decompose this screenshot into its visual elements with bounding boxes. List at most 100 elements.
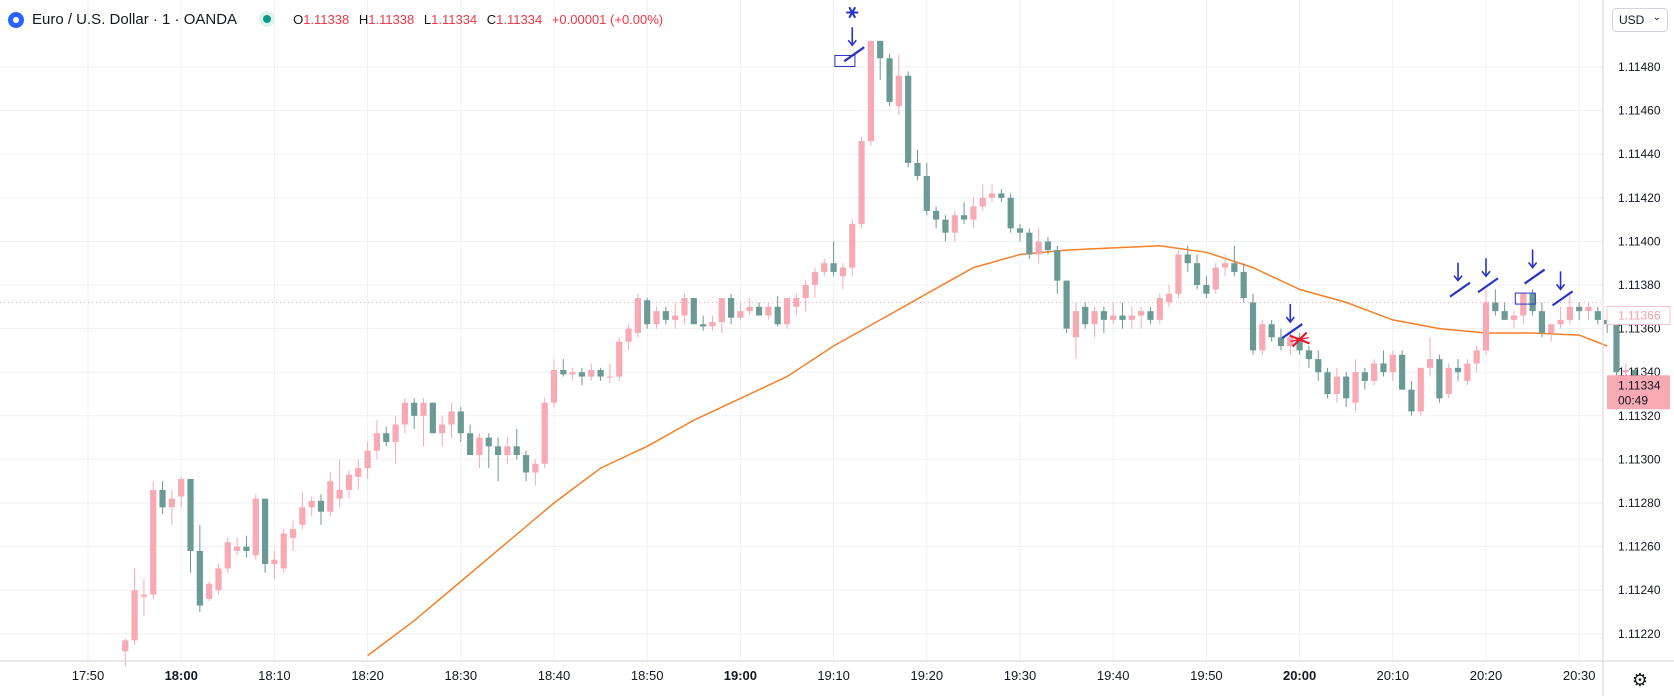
candle — [1492, 289, 1499, 316]
candle-body — [1566, 306, 1573, 320]
candle — [457, 407, 464, 442]
candle — [634, 293, 641, 338]
x-tick-label: 20:30 — [1563, 668, 1596, 683]
candle — [550, 359, 558, 408]
asterisk-stroke — [848, 6, 857, 19]
candle — [1333, 367, 1340, 403]
candle — [979, 184, 986, 211]
candle-body — [858, 141, 865, 224]
candle — [355, 459, 362, 490]
candle-body — [905, 75, 912, 163]
cross-stroke — [1290, 336, 1309, 343]
candle — [1380, 350, 1387, 377]
oanda-logo-icon — [8, 12, 24, 28]
candle — [1576, 302, 1583, 320]
arrow-head — [1527, 262, 1538, 269]
candle — [597, 367, 604, 381]
candle — [1529, 289, 1536, 316]
candle — [1408, 380, 1415, 416]
candle — [1548, 324, 1555, 342]
arrow-down-drawing — [1281, 304, 1303, 339]
candle — [1417, 367, 1424, 416]
candle-body — [1389, 354, 1396, 373]
y-tick-label: 1.11400 — [1618, 234, 1661, 248]
x-tick-label: 18:30 — [445, 668, 478, 683]
candle — [793, 293, 800, 316]
candle — [150, 481, 157, 599]
candle-body — [457, 411, 464, 434]
candle — [467, 424, 474, 456]
candle — [476, 433, 483, 469]
candle — [420, 398, 427, 447]
candle — [1473, 346, 1480, 373]
candle — [131, 568, 138, 645]
currency-dropdown[interactable]: USD ⌄ — [1612, 8, 1668, 32]
candle — [448, 402, 455, 438]
candle-body — [1576, 306, 1583, 312]
candle-body — [569, 372, 576, 375]
candle — [513, 428, 520, 460]
ma-price-label: 1.11366 — [1618, 309, 1661, 323]
candle — [830, 241, 837, 277]
candle — [746, 298, 753, 316]
candle-body — [960, 215, 968, 220]
candle-body — [1035, 241, 1042, 255]
candle-body — [830, 263, 837, 272]
chevron-down-icon: ⌄ — [1652, 12, 1661, 23]
candle — [168, 489, 175, 525]
candle-body — [988, 193, 996, 198]
candle-body — [1548, 324, 1555, 333]
candle-body — [1371, 363, 1378, 381]
candle-body — [690, 298, 697, 325]
candle-body — [1482, 302, 1490, 351]
candle-body — [1501, 311, 1508, 320]
candle-body — [886, 58, 893, 102]
candle — [178, 476, 185, 508]
candle-body — [150, 489, 157, 595]
x-tick-label: 18:40 — [538, 668, 571, 683]
candle — [345, 470, 353, 499]
candle — [1426, 337, 1434, 377]
candle-body — [550, 370, 558, 403]
candle — [755, 302, 763, 316]
x-tick-label: 18:50 — [631, 668, 664, 683]
candle — [252, 494, 259, 560]
y-tick-label: 1.11380 — [1618, 278, 1661, 292]
market-status-icon[interactable] — [259, 11, 276, 27]
candle — [1305, 346, 1313, 368]
candle-body — [1287, 337, 1294, 347]
x-tick-label: 18:00 — [165, 668, 198, 683]
candle-body — [765, 306, 772, 316]
candle-body — [1082, 306, 1089, 325]
candle — [122, 638, 129, 667]
candle — [439, 415, 446, 447]
candle — [1156, 293, 1163, 325]
candle — [858, 136, 865, 229]
x-tick-label: 19:50 — [1190, 668, 1223, 683]
cross-drawing — [1289, 331, 1311, 348]
candle-body — [345, 474, 353, 490]
arrow-head — [1555, 283, 1566, 291]
candle-body — [1324, 372, 1331, 394]
candle — [1147, 306, 1154, 325]
candle — [1445, 363, 1452, 399]
change-value: +0.00001 (+0.00%) — [551, 11, 664, 27]
candle-body — [1054, 250, 1061, 281]
candle — [317, 494, 325, 525]
candle-body — [1464, 363, 1471, 381]
symbol-title[interactable]: Euro / U.S. Dollar · 1 · OANDA — [32, 10, 238, 28]
low-label: L — [423, 11, 432, 27]
candle — [392, 415, 399, 464]
candle-body — [494, 446, 502, 456]
candle — [243, 535, 250, 558]
candle — [1119, 302, 1126, 329]
candle-body — [504, 446, 511, 456]
candle-body — [737, 311, 744, 318]
y-tick-label: 1.11260 — [1618, 540, 1661, 554]
candle-body — [1138, 311, 1145, 316]
candle — [1482, 289, 1490, 355]
candle-body — [616, 341, 623, 377]
candle-body — [224, 542, 231, 569]
gear-icon[interactable]: ⚙ — [1631, 670, 1649, 690]
